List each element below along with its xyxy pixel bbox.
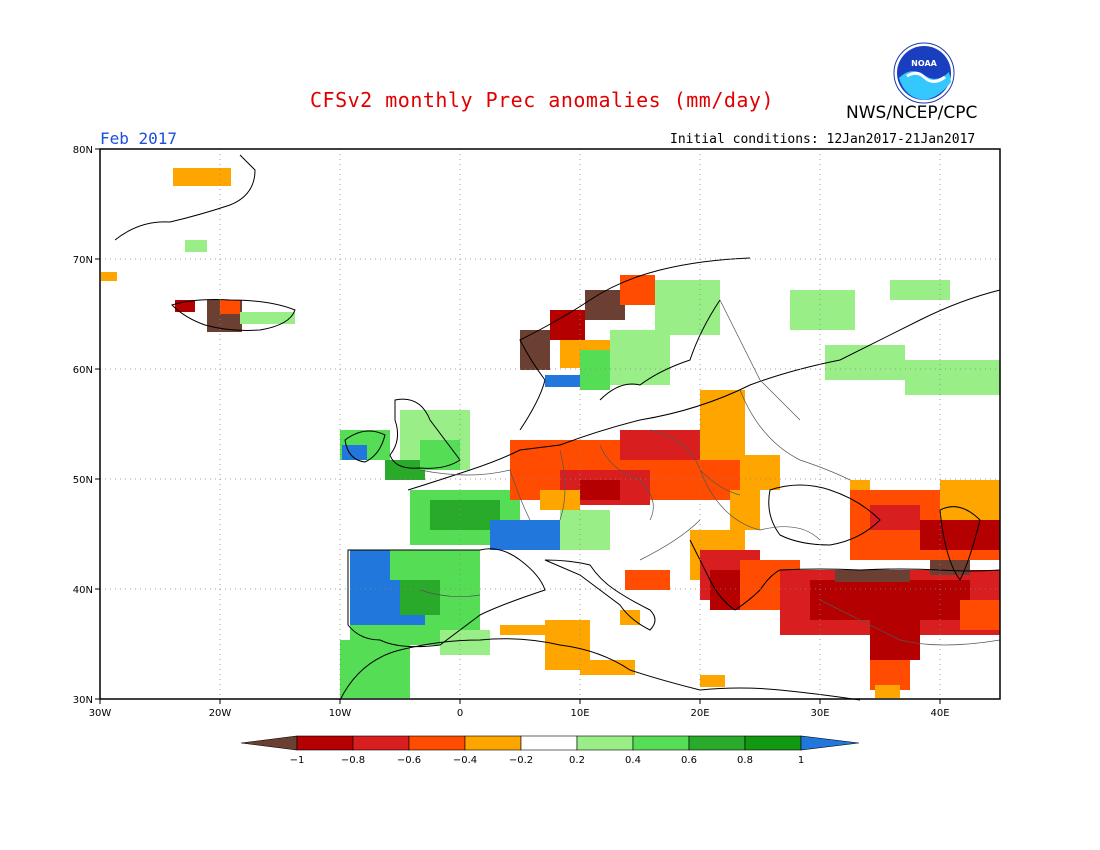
agency-label: NWS/NCEP/CPC [846, 103, 978, 123]
colorbar-label: −0.2 [509, 755, 533, 766]
colorbar-swatches [240, 735, 860, 751]
map-frame [99, 148, 1001, 700]
lat-tick-label: 70N [73, 255, 93, 266]
lon-tick-label: 30W [89, 708, 112, 719]
colorbar-labels: −1 −0.8 −0.6 −0.4 −0.2 0.2 0.4 0.6 0.8 1 [290, 755, 805, 766]
lon-tick-label: 40E [930, 708, 949, 719]
lon-tick-label: 10E [570, 708, 589, 719]
lon-tick-label: 30E [810, 708, 829, 719]
initial-conditions: Initial conditions: 12Jan2017-21Jan2017 [670, 132, 976, 147]
colorbar-swatch [688, 735, 746, 751]
colorbar-swatch [352, 735, 410, 751]
lat-tick-label: 30N [73, 695, 93, 706]
colorbar-swatch [464, 735, 522, 751]
colorbar-label: 1 [798, 755, 804, 766]
noaa-logo-text: NOAA [911, 59, 937, 68]
noaa-logo-icon: NOAA [893, 42, 955, 104]
lon-tick-label: 0 [457, 708, 463, 719]
borders [419, 299, 1001, 646]
colorbar-swatch [632, 735, 690, 751]
colorbar-arrow-low [240, 735, 298, 751]
colorbar-swatch [576, 735, 634, 751]
colorbar-arrow-high [800, 735, 860, 751]
colorbar-swatch [520, 735, 578, 751]
colorbar-label: −0.6 [397, 755, 421, 766]
lat-tick-label: 80N [73, 145, 93, 156]
lat-tick-label: 40N [73, 585, 93, 596]
chart-title: CFSv2 monthly Prec anomalies (mm/day) [310, 88, 775, 112]
colorbar-label: 0.4 [625, 755, 641, 766]
coastlines [114, 154, 1001, 701]
colorbar-swatch [296, 735, 354, 751]
lat-tick-label: 50N [73, 475, 93, 486]
axis-ticks: 30W 20W 10W 0 10E 20E 30E 40E 30N 40N 50N 60N 70N 80N [73, 145, 950, 719]
lon-tick-label: 20E [690, 708, 709, 719]
colorbar-swatch [744, 735, 802, 751]
colorbar-label: −0.4 [453, 755, 477, 766]
lat-tick-label: 60N [73, 365, 93, 376]
lon-tick-label: 10W [329, 708, 352, 719]
colorbar-swatch [408, 735, 466, 751]
lon-tick-label: 20W [209, 708, 232, 719]
colorbar-label: −0.8 [341, 755, 365, 766]
colorbar-label: 0.6 [681, 755, 697, 766]
colorbar-label: 0.2 [569, 755, 585, 766]
forecast-month: Feb 2017 [100, 129, 178, 148]
colorbar-label: 0.8 [737, 755, 753, 766]
colorbar-label: −1 [290, 755, 305, 766]
gridlines [100, 149, 1000, 699]
